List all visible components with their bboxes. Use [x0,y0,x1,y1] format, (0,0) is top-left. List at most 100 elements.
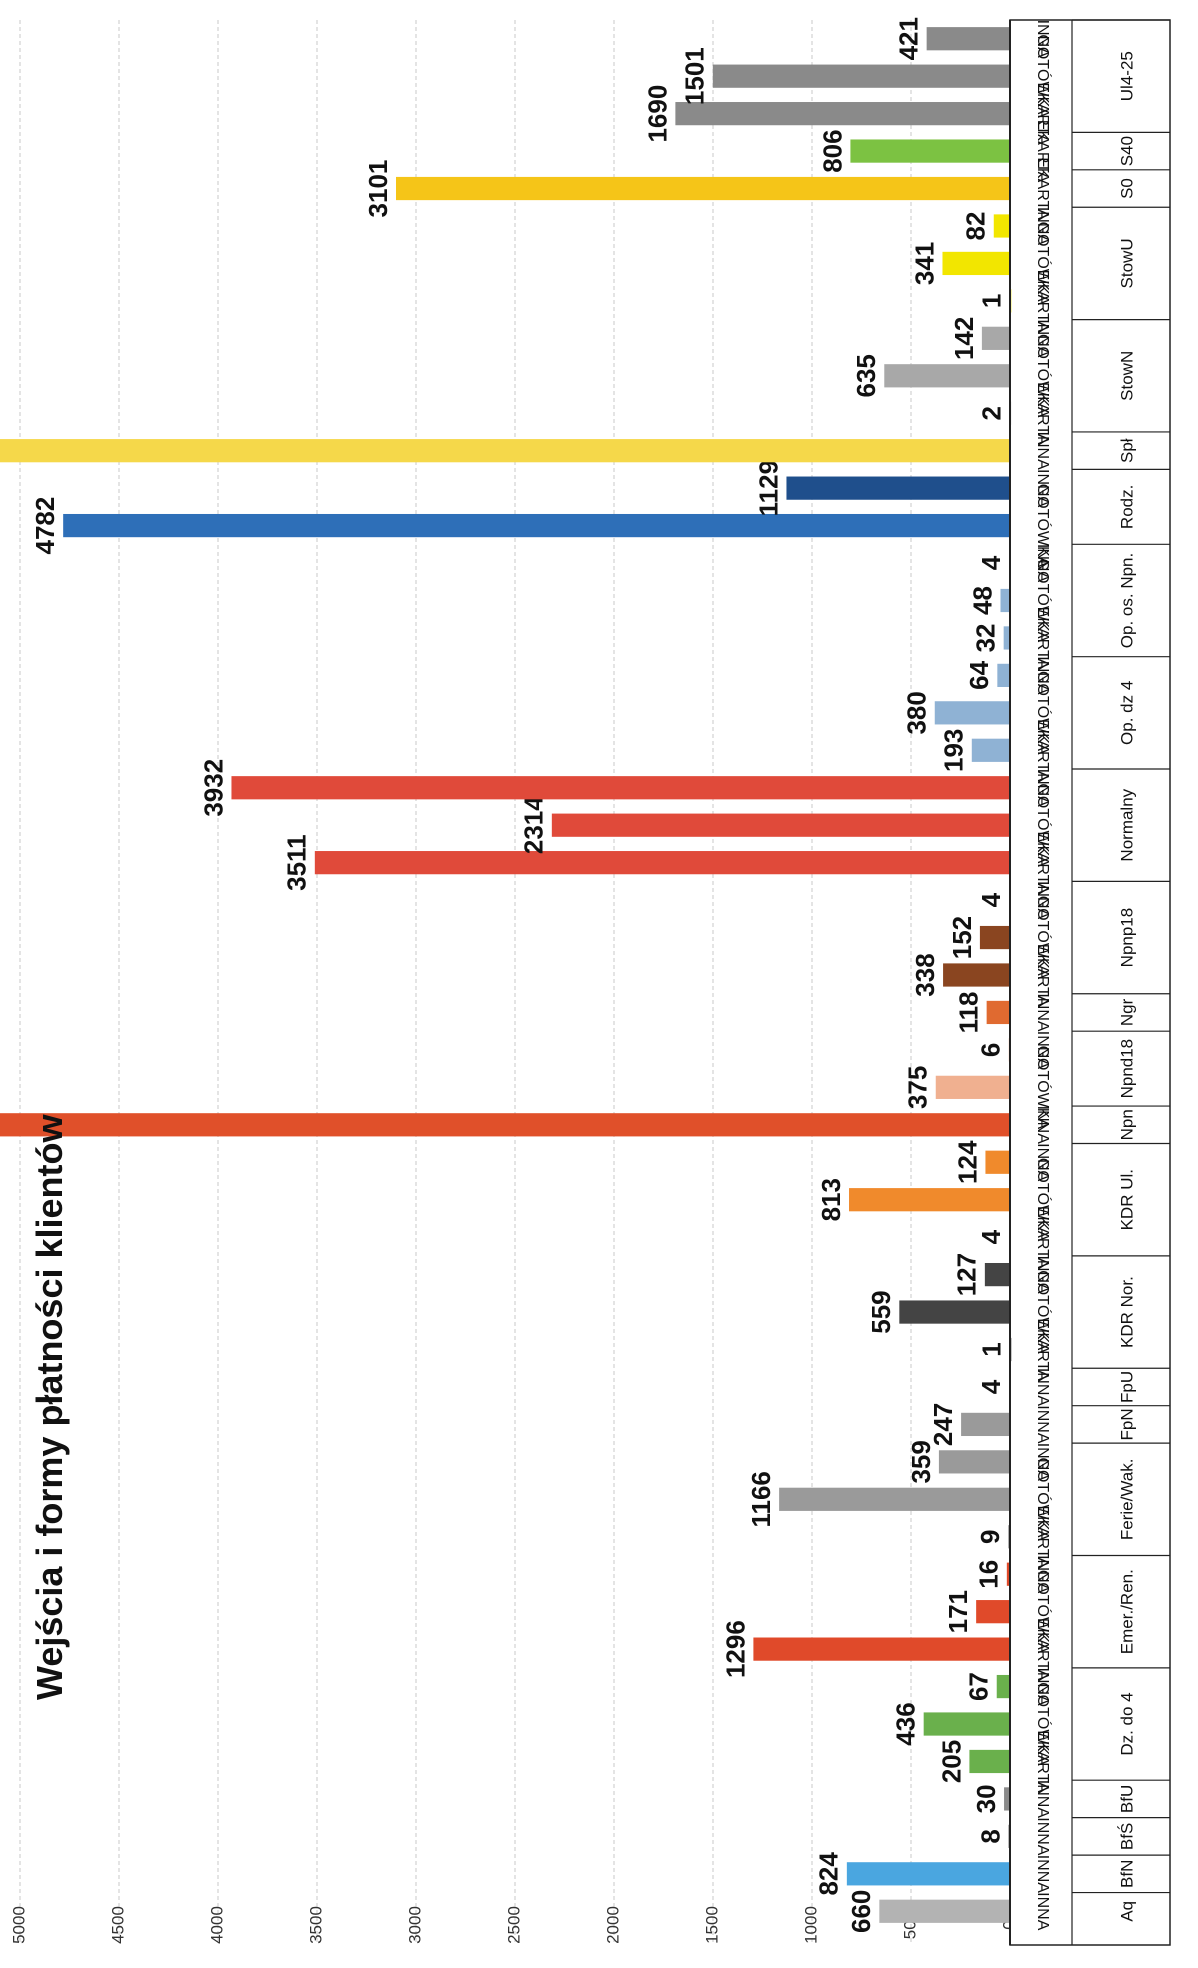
bar [1000,588,1010,613]
data-label: 171 [943,1590,973,1633]
category-label: GOTÓWKA [1034,1458,1053,1542]
bar [314,851,1010,875]
data-label: 3511 [282,834,312,890]
group-label: Op. dz 4 [1117,681,1136,745]
bar [0,439,1011,463]
category-label: INNA [1034,319,1051,358]
category-label: INNA [1034,1255,1051,1294]
bar [993,214,1010,238]
group-label: FpU [1117,1371,1136,1403]
tick-label: 4000 [207,1906,226,1944]
data-label: 67 [964,1672,994,1701]
category-label: GOTÓWKA [1034,559,1053,643]
data-label: 1129 [753,460,783,516]
category-label: INNA [1034,1143,1051,1182]
data-label: 247 [928,1403,958,1446]
bar [884,364,1010,388]
bar [63,513,1010,538]
group-label: Op. os. Npn. [1117,553,1136,648]
category-label: EKARTA [1034,607,1051,670]
bar [969,1749,1010,1774]
category-label: GOTÓWKA [1034,1682,1053,1766]
category-label: GOTÓWKA [1034,484,1053,568]
bar [976,1600,1010,1624]
category-label: GOTÓWKA [1034,1570,1053,1654]
data-label: 2314 [519,796,549,854]
data-label: 824 [814,1852,844,1896]
tick-label: 1000 [801,1906,820,1944]
data-label: 64 [964,660,994,689]
data-label: 8 [975,1829,1005,1843]
data-label: 1690 [642,85,672,143]
category-label: EKARTA [1034,270,1051,333]
category-label: EKARTA [1034,1730,1051,1793]
bar [935,1075,1010,1099]
data-label: 1296 [720,1620,750,1678]
bar [1003,626,1010,650]
bar [1004,1787,1010,1811]
group-label: StowU [1117,238,1136,288]
tick-label: 2000 [603,1906,622,1944]
data-label: 1 [977,1342,1007,1356]
group-label: Normalny [1117,788,1136,861]
data-label: 124 [952,1140,982,1184]
group-label: Emer./Ren. [1117,1569,1136,1654]
data-label: 3101 [363,160,393,218]
category-label: INNA [1034,1031,1051,1070]
bar [849,1188,1010,1212]
data-label: 635 [851,354,881,397]
group-label: Aq [1117,1901,1136,1922]
data-label: 1501 [680,47,710,105]
data-label: 806 [817,129,847,172]
category-label: INNA [1034,881,1051,920]
category-label: INNA [1034,1405,1051,1444]
tick-label: 3000 [405,1906,424,1944]
category-label: INNA [1034,1443,1051,1482]
group-label: BfŚ [1117,1823,1136,1850]
bar [923,1712,1010,1736]
data-label: 380 [902,691,932,734]
category-label: INNA [1034,1667,1051,1706]
category-label: EKARTA [1034,1206,1051,1269]
data-label: 375 [903,1066,933,1109]
bar [551,813,1010,837]
data-label: 4 [976,555,1006,570]
data-label: 4 [976,1379,1006,1394]
category-label: EKARTA [1034,1318,1051,1381]
data-label: 32 [971,623,1001,652]
data-label: 6 [976,1043,1006,1057]
group-label: Npn [1117,1109,1136,1140]
category-label: INNA [1034,1817,1051,1856]
category-label: GOTÓWKA [1034,334,1053,418]
bar [712,64,1010,88]
category-label: GOTÓWKA [1034,1270,1053,1354]
bar [997,663,1010,688]
category-label: INNA [1034,1892,1051,1931]
bar [231,776,1011,800]
data-label: 127 [952,1253,982,1296]
bar [942,251,1010,276]
bar [934,701,1010,725]
data-label: 4 [976,892,1006,907]
category-label: INNA [1034,769,1051,808]
group-label: Dz. do 4 [1117,1692,1136,1755]
bar [986,1000,1010,1025]
bar [943,963,1010,987]
category-label: EKARTA [1034,719,1051,782]
data-label: 193 [939,729,969,772]
data-label: 30 [971,1784,1001,1813]
category-label: EKARTA [1034,1618,1051,1681]
group-label: Rodz. [1117,485,1136,529]
bar [899,1300,1010,1324]
group-label: FpN [1117,1408,1136,1440]
bar [1006,1562,1010,1586]
bar [753,1637,1010,1661]
category-label: EKARTA [1034,120,1051,183]
category-label: INNA [1034,544,1051,583]
category-label: INNA [1034,1368,1051,1407]
data-label: 4 [976,1229,1006,1244]
category-label: INNA [1034,993,1051,1032]
group-label: StowN [1117,351,1136,401]
category-label: EKARTA [1034,1505,1051,1568]
